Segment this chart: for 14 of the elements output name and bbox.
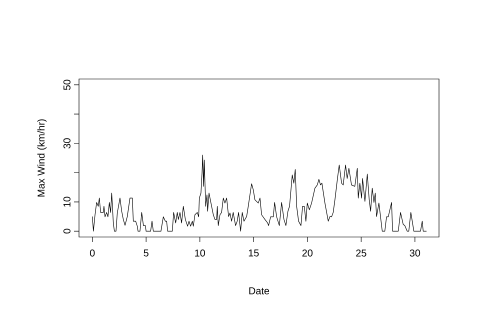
y-tick-label: 10 bbox=[63, 196, 70, 207]
x-tick-label: 25 bbox=[356, 250, 366, 257]
x-tick-label: 30 bbox=[410, 250, 420, 257]
line-series bbox=[92, 154, 427, 232]
x-tick-label: 10 bbox=[195, 250, 206, 257]
x-tick-label: 15 bbox=[248, 250, 259, 256]
x-tick-label: 5 bbox=[144, 250, 148, 256]
x-tick-label: 0 bbox=[90, 250, 95, 257]
y-tick-label: 30 bbox=[63, 138, 70, 149]
x-tick-label: 20 bbox=[302, 250, 313, 257]
y-axis-title: Max Wind (km/hr) bbox=[37, 119, 47, 196]
y-tick-label: 0 bbox=[63, 228, 70, 234]
x-axis-title: Date bbox=[249, 287, 270, 294]
y-tick-label: 50 bbox=[63, 80, 70, 90]
